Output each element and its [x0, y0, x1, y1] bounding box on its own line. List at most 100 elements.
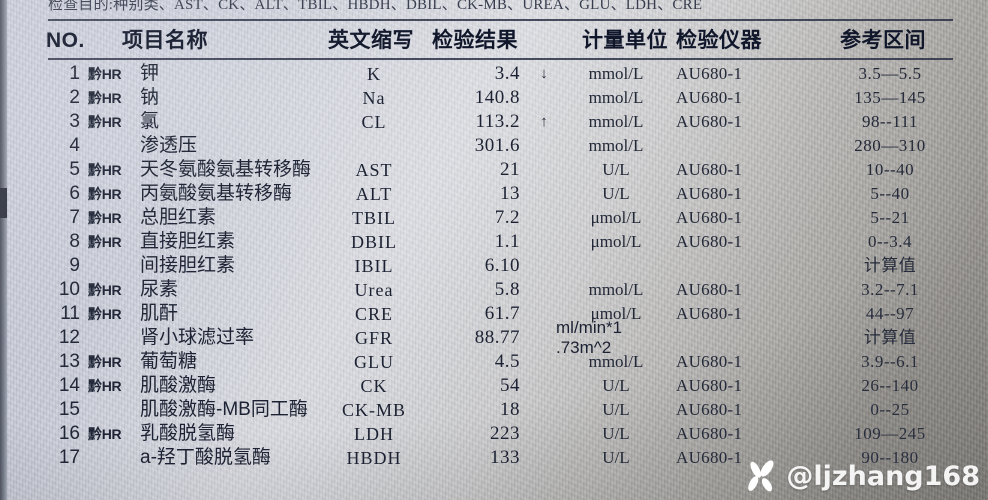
row-number: 12: [58, 327, 80, 348]
row-abbreviation: CRE: [354, 304, 393, 324]
row-number: 1: [69, 63, 80, 84]
row-abbreviation: CL: [361, 112, 387, 132]
table-row: 1 黔HR 钾 K 3.4 ↓ mmol/L AU680-1 3.5—5.5: [0, 62, 988, 86]
row-reference-range: 109—245: [854, 424, 926, 443]
header-item-name: 项目名称: [122, 29, 208, 52]
row-number: 8: [69, 231, 80, 252]
row-abbreviation: CK-MB: [341, 400, 406, 420]
row-number: 3: [69, 111, 80, 132]
row-reference-range: 280—310: [854, 136, 926, 155]
row-unit: U/L: [602, 448, 630, 467]
row-result-value: 223: [490, 423, 520, 444]
row-item-name: 丙氨酸氨基转移酶: [140, 183, 293, 204]
row-instrument: AU680-1: [676, 208, 743, 227]
row-number: 5: [69, 159, 80, 180]
row-result-value: 3.4: [494, 63, 520, 84]
row-source-tag: 黔HR: [88, 282, 122, 298]
row-number: 14: [58, 375, 80, 396]
table-row: 17 a-羟丁酸脱氢酶 HBDH 133 U/L AU680-1 90--180: [0, 446, 988, 470]
table-row: 5 黔HR 天冬氨酸氨基转移酶 AST 21 U/L AU680-1 10--40: [0, 158, 988, 182]
row-result-value: 140.8: [474, 87, 520, 108]
row-result-value: 21: [500, 159, 520, 180]
table-row: 11 黔HR 肌酐 CRE 61.7 μmol/L AU680-1 44--97: [0, 302, 988, 326]
monitor-bezel-notch: [0, 188, 7, 218]
header-no: NO.: [46, 29, 85, 52]
row-unit: mmol/L: [588, 352, 644, 371]
row-reference-range: 3.5—5.5: [858, 64, 922, 83]
row-reference-range: 3.2--7.1: [861, 280, 919, 299]
row-instrument: AU680-1: [676, 232, 743, 251]
table-row: 15 肌酸激酶-MB同工酶 CK-MB 18 U/L AU680-1 0--25: [0, 398, 988, 422]
row-number: 10: [58, 279, 80, 300]
table-row: 7 黔HR 总胆红素 TBIL 7.2 μmol/L AU680-1 5--21: [0, 206, 988, 230]
row-unit: mmol/L: [588, 88, 644, 107]
row-abbreviation: Na: [362, 88, 386, 108]
row-instrument: AU680-1: [676, 160, 743, 179]
row-result-value: 1.1: [494, 231, 520, 252]
row-abbreviation: GLU: [354, 352, 394, 372]
row-result-value: 18: [500, 399, 520, 420]
row-reference-range: 90--180: [861, 448, 919, 467]
row-unit: U/L: [602, 424, 630, 443]
row-instrument: AU680-1: [676, 304, 743, 323]
row-item-name: 肌酸激酶: [140, 375, 217, 396]
row-item-name: 渗透压: [140, 135, 198, 156]
monitor-bezel-left: [0, 0, 7, 500]
table-row: 13 黔HR 葡萄糖 GLU 4.5 mmol/L AU680-1 3.9--6.1: [0, 350, 988, 374]
row-unit: U/L: [602, 184, 630, 203]
row-number: 11: [60, 303, 80, 324]
row-abbreviation: K: [367, 64, 381, 84]
row-unit: mmol/L: [588, 280, 644, 299]
row-source-tag: 黔HR: [88, 186, 122, 202]
row-source-tag: 黔HR: [88, 378, 122, 394]
row-abbreviation: ALT: [355, 184, 393, 204]
row-source-tag: 黔HR: [88, 162, 122, 178]
row-item-name: 葡萄糖: [140, 351, 198, 372]
clipped-header-line: 检查目的:种别类、AST、CK、ALT、TBIL、HBDH、DBIL、CK-MB…: [48, 0, 703, 13]
row-item-name: 氯: [140, 111, 160, 132]
table-row: 8 黔HR 直接胆红素 DBIL 1.1 μmol/L AU680-1 0--3.4: [0, 230, 988, 254]
row-unit-line2: .73m^2: [556, 338, 612, 357]
row-unit: μmol/L: [590, 208, 642, 227]
row-reference-range: 98--111: [861, 112, 919, 131]
row-item-name: 直接胆红素: [140, 231, 236, 252]
row-reference-range: 0--3.4: [867, 232, 913, 251]
row-reference-range: 26--140: [861, 376, 919, 395]
row-number: 4: [69, 135, 80, 156]
row-abbreviation: AST: [355, 160, 393, 180]
row-item-name: 天冬氨酸氨基转移酶: [140, 159, 312, 180]
row-item-name: 肾小球滤过率: [140, 327, 255, 348]
row-abbreviation: CK: [360, 376, 388, 396]
header-instrument: 检验仪器: [676, 29, 762, 52]
row-number: 15: [58, 399, 80, 420]
row-unit: mmol/L: [588, 112, 644, 131]
row-unit: ml/min*1.73m^2: [556, 318, 622, 358]
row-unit: mmol/L: [588, 64, 644, 83]
row-result-value: 4.5: [494, 351, 520, 372]
row-reference-range: 0--25: [870, 400, 910, 419]
row-source-tag: 黔HR: [88, 210, 122, 226]
row-source-tag: 黔HR: [88, 306, 122, 322]
row-reference-range: 5--21: [870, 208, 910, 227]
row-item-name: 尿素: [140, 279, 179, 300]
row-reference-range: 135—145: [854, 88, 926, 107]
row-item-name: 肌酸激酶-MB同工酶: [140, 399, 308, 420]
header-reference: 参考区间: [840, 29, 926, 52]
table-row: 14 黔HR 肌酸激酶 CK 54 U/L AU680-1 26--140: [0, 374, 988, 398]
row-instrument: AU680-1: [676, 448, 743, 467]
row-reference-range: 44--97: [865, 304, 915, 323]
row-item-name: 总胆红素: [140, 207, 217, 228]
row-result-value: 61.7: [484, 303, 520, 324]
row-result-value: 5.8: [494, 279, 520, 300]
row-source-tag: 黔HR: [88, 234, 122, 250]
row-item-name: a-羟丁酸脱氢酶: [140, 447, 271, 468]
table-row: 9 间接胆红素 IBIL 6.10 计算值: [0, 254, 988, 278]
row-unit: U/L: [602, 376, 630, 395]
row-abbreviation: HBDH: [346, 448, 402, 468]
row-result-value: 13: [500, 183, 520, 204]
row-unit: μmol/L: [590, 304, 642, 323]
row-instrument: AU680-1: [676, 112, 743, 131]
row-item-name: 钾: [140, 63, 160, 84]
table-row: 16 黔HR 乳酸脱氢酶 LDH 223 U/L AU680-1 109—245: [0, 422, 988, 446]
table-header-rule: [48, 58, 953, 60]
